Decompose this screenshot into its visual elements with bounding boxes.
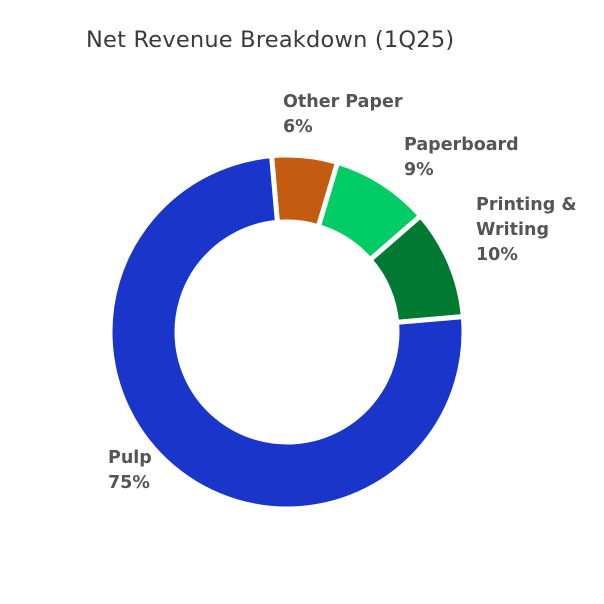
label-pulp: Pulp 75%: [108, 446, 152, 496]
label-pulp-value: 75%: [108, 473, 150, 493]
label-paperboard-name: Paperboard: [404, 135, 519, 155]
label-printing-writing-value: 10%: [476, 245, 518, 265]
label-paperboard: Paperboard 9%: [404, 133, 519, 183]
label-printing-writing-line1: Printing &: [476, 195, 577, 215]
chart-title: Net Revenue Breakdown (1Q25): [86, 27, 455, 53]
label-printing-writing: Printing & Writing 10%: [476, 193, 577, 268]
label-pulp-name: Pulp: [108, 448, 152, 468]
label-other-paper-name: Other Paper: [283, 92, 403, 112]
label-other-paper: Other Paper 6%: [283, 90, 402, 140]
label-printing-writing-line2: Writing: [476, 220, 549, 240]
label-paperboard-value: 9%: [404, 160, 434, 180]
slice-pulp: [107, 152, 467, 512]
label-other-paper-value: 6%: [283, 117, 313, 137]
